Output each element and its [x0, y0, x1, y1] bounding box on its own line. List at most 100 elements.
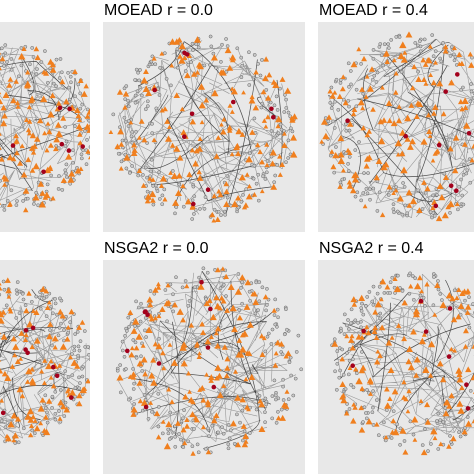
circle-node: [73, 332, 78, 336]
network-graph: [0, 277, 90, 445]
triangle-node: [435, 215, 443, 222]
triangle-node: [147, 302, 154, 308]
triangle-node: [197, 83, 206, 90]
circle-node: [275, 108, 280, 112]
triangle-node: [224, 356, 231, 362]
triangle-node: [435, 148, 441, 154]
triangle-node: [442, 44, 449, 50]
circle-node: [227, 436, 232, 441]
triangle-node: [204, 338, 212, 345]
triangle-node: [1, 370, 8, 377]
triangle-node: [337, 135, 345, 142]
circle-node: [53, 301, 58, 306]
circle-node: [166, 427, 171, 432]
triangle-node: [453, 134, 460, 141]
highlight-node: [446, 354, 452, 359]
circle-node: [353, 194, 358, 199]
triangle-node: [224, 365, 231, 371]
highlight-node: [67, 106, 72, 112]
circle-node: [198, 207, 202, 211]
circle-node: [50, 343, 54, 348]
triangle-node: [465, 366, 472, 373]
circle-node: [224, 69, 229, 74]
triangle-node: [430, 158, 436, 163]
triangle-node: [5, 435, 12, 442]
triangle-node: [220, 266, 226, 271]
circle-node: [78, 339, 83, 344]
circle-node: [342, 312, 347, 317]
circle-node: [165, 319, 169, 324]
circle-node: [272, 378, 277, 383]
triangle-node: [377, 118, 384, 125]
triangle-node: [174, 420, 181, 426]
circle-node: [362, 405, 367, 410]
triangle-node: [0, 56, 6, 62]
triangle-node: [422, 366, 430, 373]
circle-node: [341, 372, 346, 377]
triangle-node: [56, 100, 62, 106]
circle-node: [468, 99, 473, 104]
triangle-node: [214, 325, 222, 332]
circle-node: [240, 63, 245, 68]
triangle-node: [452, 348, 457, 353]
triangle-node: [271, 307, 277, 313]
circle-node: [63, 125, 68, 129]
triangle-node: [330, 163, 337, 170]
triangle-node: [205, 449, 212, 455]
triangle-node: [32, 193, 40, 201]
circle-node: [155, 189, 160, 193]
circle-node: [388, 280, 393, 285]
triangle-node: [199, 119, 205, 125]
triangle-node: [145, 326, 153, 333]
triangle-node: [275, 115, 283, 123]
triangle-node: [270, 79, 277, 85]
triangle-node: [241, 441, 249, 448]
circle-node: [430, 215, 434, 220]
triangle-node: [259, 159, 265, 165]
triangle-node: [456, 371, 463, 378]
triangle-node: [136, 380, 143, 386]
circle-node: [49, 173, 53, 178]
circle-node: [415, 43, 420, 48]
circle-node: [382, 420, 386, 425]
circle-node: [395, 422, 400, 427]
triangle-node: [248, 97, 256, 104]
circle-node: [431, 303, 436, 308]
triangle-node: [176, 172, 183, 179]
circle-node: [264, 170, 269, 175]
triangle-node: [22, 337, 29, 342]
triangle-node: [390, 120, 398, 127]
circle-node: [21, 426, 26, 431]
circle-node: [468, 180, 473, 185]
circle-node: [140, 369, 145, 373]
circle-node: [332, 337, 337, 342]
circle-node: [2, 287, 7, 292]
triangle-node: [358, 426, 366, 433]
circle-node: [397, 35, 402, 39]
circle-node: [396, 273, 400, 278]
circle-node: [293, 376, 298, 381]
triangle-node: [23, 207, 29, 213]
triangle-node: [358, 294, 366, 301]
triangle-node: [244, 279, 252, 286]
triangle-node: [94, 125, 100, 131]
circle-node: [190, 41, 195, 46]
panel-p2: MOEAD r = 0.0: [103, 2, 305, 232]
circle-node: [133, 340, 138, 345]
circle-node: [3, 43, 8, 47]
circle-node: [199, 187, 204, 192]
triangle-node: [169, 63, 175, 68]
triangle-node: [189, 118, 196, 125]
triangle-node: [182, 440, 188, 446]
circle-node: [16, 440, 21, 445]
triangle-node: [182, 55, 188, 60]
triangle-node: [347, 365, 353, 370]
circle-node: [287, 360, 292, 365]
triangle-node: [169, 399, 175, 405]
triangle-node: [389, 335, 395, 340]
triangle-node: [270, 183, 278, 190]
circle-node: [370, 299, 375, 304]
triangle-node: [159, 306, 166, 312]
circle-node: [371, 186, 376, 191]
circle-node: [85, 107, 90, 112]
